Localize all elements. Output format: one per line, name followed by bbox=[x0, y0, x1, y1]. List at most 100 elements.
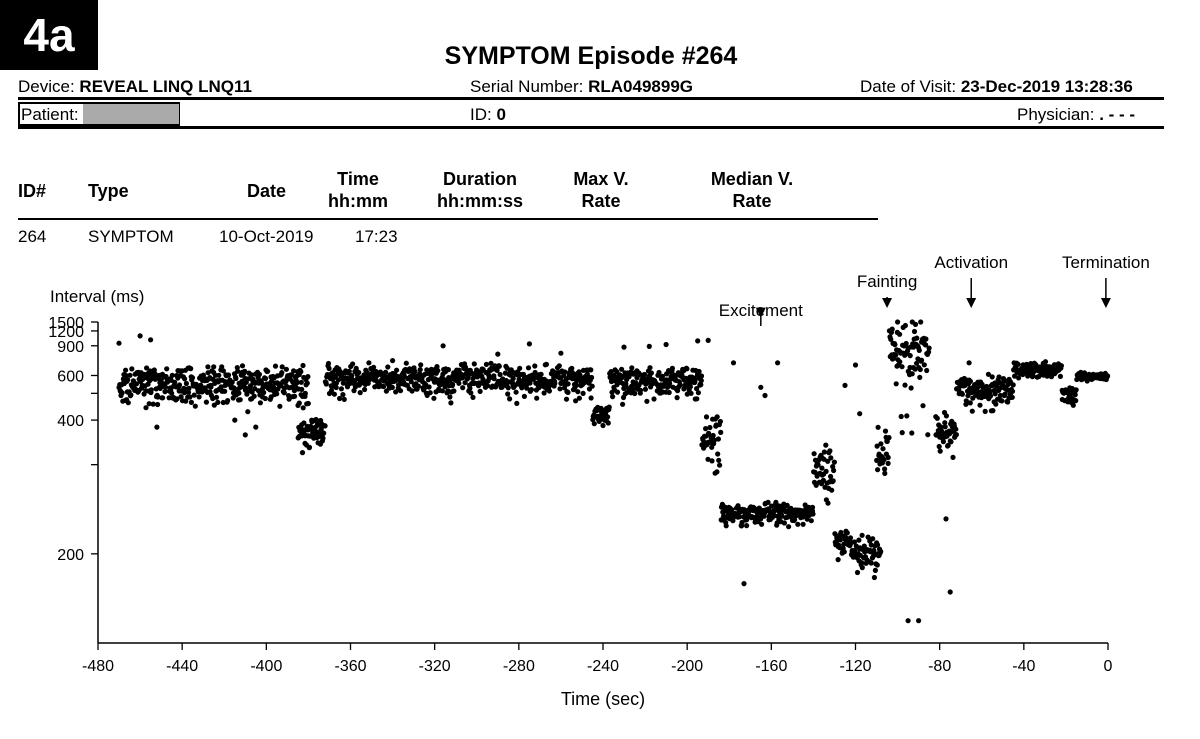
data-point bbox=[573, 398, 579, 404]
x-tick-label: -240 bbox=[587, 658, 619, 675]
data-point bbox=[909, 430, 915, 436]
patient-redaction bbox=[83, 104, 179, 124]
data-point bbox=[346, 368, 352, 374]
data-point bbox=[914, 335, 920, 341]
data-point bbox=[669, 365, 676, 371]
data-point bbox=[815, 462, 821, 468]
data-point bbox=[558, 350, 564, 356]
data-point bbox=[698, 377, 704, 384]
data-point bbox=[176, 382, 183, 388]
data-point bbox=[997, 392, 1004, 399]
data-point bbox=[819, 465, 825, 471]
data-point bbox=[926, 349, 932, 355]
data-point bbox=[116, 340, 122, 346]
data-point bbox=[736, 514, 742, 520]
data-point bbox=[762, 392, 768, 399]
data-point bbox=[333, 384, 339, 391]
data-point bbox=[948, 439, 954, 445]
data-point bbox=[164, 366, 170, 372]
data-point bbox=[859, 565, 865, 571]
data-point bbox=[837, 537, 844, 543]
data-point bbox=[183, 398, 189, 404]
data-point bbox=[328, 387, 335, 394]
data-point bbox=[563, 396, 570, 402]
data-point bbox=[923, 342, 929, 348]
data-point bbox=[945, 442, 951, 448]
data-point bbox=[434, 364, 440, 370]
x-axis-label: Time (sec) bbox=[561, 689, 645, 709]
data-point bbox=[496, 363, 502, 369]
data-point bbox=[827, 448, 833, 454]
data-point bbox=[705, 456, 711, 462]
data-point bbox=[1072, 392, 1078, 398]
data-point bbox=[320, 435, 326, 441]
x-tick-label: -80 bbox=[928, 658, 951, 675]
data-point bbox=[897, 331, 903, 337]
data-point bbox=[477, 388, 483, 394]
data-point bbox=[426, 384, 432, 390]
physician-label: Physician: bbox=[1017, 105, 1095, 124]
data-point bbox=[294, 380, 300, 386]
data-point bbox=[856, 537, 862, 543]
data-point bbox=[507, 396, 513, 402]
data-point bbox=[514, 400, 520, 406]
data-point bbox=[1057, 373, 1063, 379]
data-point bbox=[672, 373, 678, 379]
data-point bbox=[450, 381, 456, 387]
data-point bbox=[684, 366, 690, 372]
data-point bbox=[183, 380, 189, 387]
data-point bbox=[714, 469, 720, 475]
data-point bbox=[675, 388, 681, 394]
data-point bbox=[656, 369, 662, 376]
data-point bbox=[220, 368, 226, 374]
data-point bbox=[629, 365, 635, 371]
data-point bbox=[911, 328, 918, 335]
data-point bbox=[510, 375, 516, 382]
data-point bbox=[162, 389, 168, 395]
data-point bbox=[984, 383, 990, 390]
data-point bbox=[591, 421, 597, 427]
data-point bbox=[828, 473, 834, 480]
data-point bbox=[942, 420, 948, 426]
data-point bbox=[543, 361, 550, 367]
data-point bbox=[279, 370, 285, 376]
data-point bbox=[696, 368, 702, 375]
data-point bbox=[996, 374, 1002, 380]
data-point bbox=[196, 394, 202, 400]
data-point bbox=[888, 336, 894, 342]
data-point bbox=[744, 523, 750, 529]
serial-label: Serial Number: bbox=[470, 77, 584, 96]
data-point bbox=[882, 466, 888, 472]
data-point bbox=[810, 511, 816, 517]
data-point bbox=[439, 388, 445, 394]
data-point bbox=[852, 362, 859, 368]
data-point bbox=[235, 368, 241, 374]
data-point bbox=[880, 446, 886, 452]
data-point bbox=[934, 415, 940, 421]
data-point bbox=[351, 378, 358, 384]
data-point bbox=[847, 535, 854, 541]
data-point bbox=[904, 413, 910, 419]
row-id: 264 bbox=[18, 227, 47, 246]
row-time: 17:23 bbox=[355, 227, 398, 246]
data-point bbox=[1016, 375, 1022, 381]
data-point bbox=[239, 363, 246, 369]
data-point bbox=[874, 457, 880, 463]
data-point bbox=[299, 386, 305, 392]
data-point bbox=[470, 394, 476, 400]
data-point bbox=[538, 371, 544, 377]
physician-value: . - - - bbox=[1099, 105, 1136, 124]
data-point bbox=[203, 399, 209, 405]
data-point bbox=[759, 521, 765, 527]
data-point bbox=[821, 449, 828, 455]
data-point bbox=[248, 372, 254, 378]
data-point bbox=[943, 516, 949, 522]
data-point bbox=[882, 470, 888, 476]
data-point bbox=[397, 388, 404, 394]
data-point bbox=[920, 403, 926, 409]
data-point bbox=[162, 384, 169, 390]
data-point bbox=[741, 581, 747, 587]
visit-label: Date of Visit: bbox=[860, 77, 957, 96]
data-point bbox=[557, 386, 563, 392]
data-point bbox=[878, 441, 884, 447]
